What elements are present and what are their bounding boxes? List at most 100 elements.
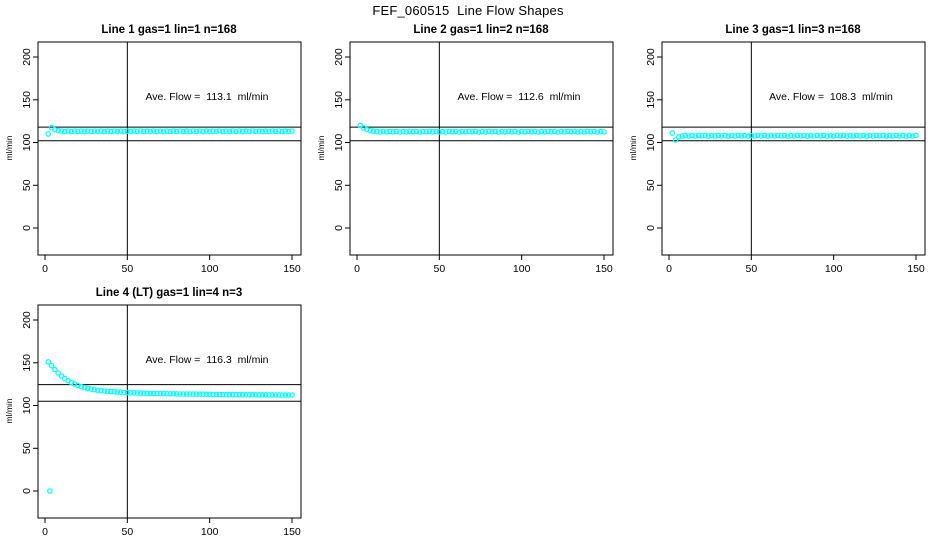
data-point <box>383 129 390 135</box>
data-point <box>210 391 216 398</box>
data-point <box>682 132 689 139</box>
data-point <box>170 391 177 397</box>
data-point <box>259 392 266 398</box>
data-point <box>541 129 548 135</box>
data-point <box>699 133 705 139</box>
data-point <box>797 133 804 139</box>
data-point <box>528 129 535 135</box>
data-point <box>403 129 410 135</box>
y-axis-tick-label: 50 <box>21 442 33 454</box>
data-point <box>456 129 462 135</box>
data-point <box>190 391 197 397</box>
data-point-outlier <box>47 488 53 494</box>
data-point <box>206 391 213 398</box>
data-point <box>374 128 380 135</box>
data-point <box>243 128 249 134</box>
data-point <box>591 128 597 135</box>
data-point <box>203 128 210 134</box>
data-point <box>173 391 180 397</box>
data-point <box>210 128 216 134</box>
y-axis-tick-label: 100 <box>21 134 33 152</box>
data-point <box>899 132 906 139</box>
x-axis-tick-label: 150 <box>595 263 613 275</box>
data-point <box>114 389 121 395</box>
data-point <box>197 391 203 398</box>
data-point <box>223 128 229 134</box>
data-point <box>246 128 253 135</box>
data-point <box>272 128 279 135</box>
data-point <box>75 128 81 135</box>
data-point <box>367 127 374 134</box>
data-point <box>669 130 676 136</box>
data-point <box>377 129 383 135</box>
x-axis-tick-label: 100 <box>513 263 531 275</box>
subplot-title: Line 2 gas=1 lin=2 n=168 <box>413 24 549 36</box>
data-point <box>712 133 718 139</box>
data-point <box>121 389 127 396</box>
data-point <box>568 129 574 135</box>
data-point <box>492 128 499 135</box>
data-point <box>748 132 755 139</box>
data-point <box>715 132 722 139</box>
data-point <box>141 128 147 135</box>
data-point <box>420 128 426 135</box>
data-point <box>226 391 233 398</box>
data-point <box>104 128 111 134</box>
x-axis-tick-label: 0 <box>42 263 48 275</box>
data-point <box>58 128 65 134</box>
data-point <box>834 132 840 139</box>
data-point <box>58 373 65 379</box>
x-axis-tick-label: 50 <box>433 263 445 275</box>
data-point <box>768 132 774 139</box>
subplot-3: 0 50 100 150 0 50 100 150 200 ml/min Line 3 gas=1 … <box>624 20 936 283</box>
data-point <box>259 128 266 135</box>
data-point <box>472 128 479 135</box>
subplot-svg: 0 50 100 150 0 50 100 150 200 ml/min Line 4 (LT) g… <box>4 287 302 538</box>
data-point <box>131 128 137 134</box>
data-point <box>689 132 695 139</box>
data-point <box>545 128 551 135</box>
data-point <box>78 128 85 134</box>
data-point <box>91 128 98 134</box>
y-axis-tick-label: 150 <box>21 91 33 109</box>
data-point <box>48 362 55 369</box>
data-point <box>141 390 147 397</box>
y-axis-tick-label: 0 <box>645 225 657 231</box>
data-point <box>137 390 144 396</box>
data-point <box>758 133 765 139</box>
data-point <box>65 128 71 134</box>
data-point <box>863 133 870 139</box>
y-axis-tick-label: 100 <box>333 134 345 152</box>
data-point <box>216 128 223 134</box>
plot-frame <box>349 41 614 256</box>
data-point <box>801 132 807 139</box>
data-point <box>262 392 269 398</box>
y-axis-tick-label: 150 <box>333 91 345 109</box>
data-point <box>253 128 259 135</box>
data-point <box>253 392 259 398</box>
data-point <box>266 392 272 398</box>
data-point <box>289 392 295 398</box>
subplot-svg: 0 50 100 150 0 50 100 150 200 ml/min Line 3 gas=1 … <box>628 24 926 275</box>
data-point <box>269 392 276 398</box>
y-axis-title: ml/min <box>316 135 326 160</box>
average-flow-annotation: Ave. Flow = 112.6 ml/min <box>457 91 580 103</box>
data-point <box>817 133 824 139</box>
data-point <box>880 132 886 139</box>
data-point <box>535 129 541 135</box>
data-point <box>811 133 817 139</box>
data-point <box>755 132 761 139</box>
data-point <box>393 128 400 135</box>
data-point <box>370 128 377 134</box>
data-point <box>55 370 62 376</box>
data-point <box>157 390 164 397</box>
data-point <box>867 132 873 139</box>
data-point <box>581 129 588 135</box>
data-point <box>183 391 190 397</box>
data-point <box>837 133 844 139</box>
x-axis-tick-label: 50 <box>745 263 757 275</box>
data-point <box>114 128 121 135</box>
y-axis-tick-label: 150 <box>645 91 657 109</box>
data-point <box>853 132 860 139</box>
data-point <box>886 132 893 139</box>
